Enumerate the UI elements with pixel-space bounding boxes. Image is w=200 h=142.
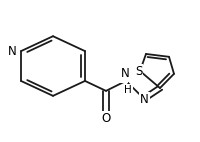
Text: N: N	[121, 67, 129, 80]
Text: N: N	[8, 45, 17, 58]
Text: O: O	[101, 112, 111, 125]
Text: S: S	[135, 64, 142, 78]
Text: H: H	[120, 72, 127, 82]
Text: H: H	[124, 85, 132, 95]
Text: N: N	[140, 93, 149, 106]
